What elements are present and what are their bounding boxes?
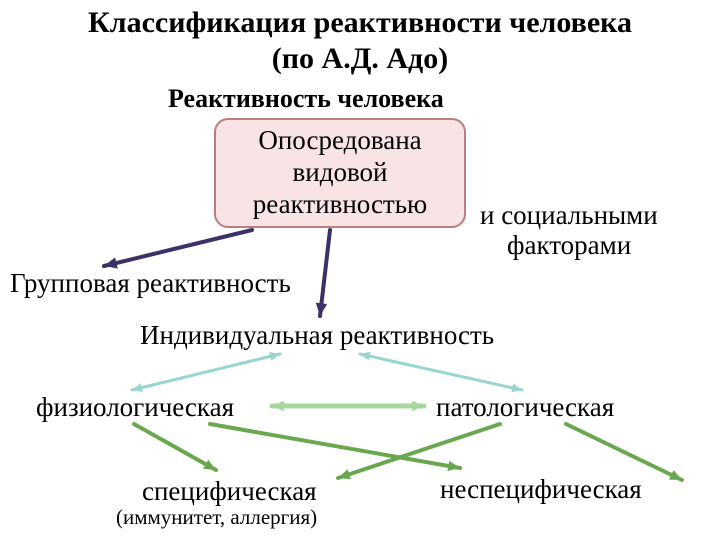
individual-reactivity-label: Индивидуальная реактивность: [140, 320, 494, 350]
physiological-label: физиологическая: [36, 392, 234, 422]
arrow-phys-to-nonspec: [210, 424, 460, 468]
arrow-individual-to-path: [360, 354, 522, 390]
specific-note: (иммунитет, аллергия): [116, 506, 317, 530]
pathological-label: патологическая: [436, 392, 614, 422]
social-factors-label: и социальными факторами: [480, 200, 658, 260]
arrow-individual-to-phys: [132, 354, 280, 390]
nonspecific-label: неспецифическая: [440, 474, 642, 504]
arrow-path-to-nonspec: [566, 424, 682, 480]
diagram-stage: Классификация реактивности человека (по …: [0, 0, 720, 540]
title-line2: (по А.Д. Адо): [0, 42, 720, 76]
group-reactivity-label: Групповая реактивность: [10, 268, 291, 298]
arrow-box-to-individual: [320, 230, 330, 316]
mediated-box: Опосредована видовой реактивностью: [214, 118, 466, 228]
subtitle: Реактивность человека: [168, 84, 444, 113]
arrow-path-to-specific: [338, 424, 500, 478]
title-line1: Классификация реактивности человека: [0, 6, 720, 40]
specific-label: специфическая: [142, 476, 317, 506]
arrow-box-to-group: [104, 230, 252, 266]
arrow-phys-to-specific: [134, 424, 216, 470]
mediated-box-text: Опосредована видовой реактивностью: [216, 125, 464, 221]
